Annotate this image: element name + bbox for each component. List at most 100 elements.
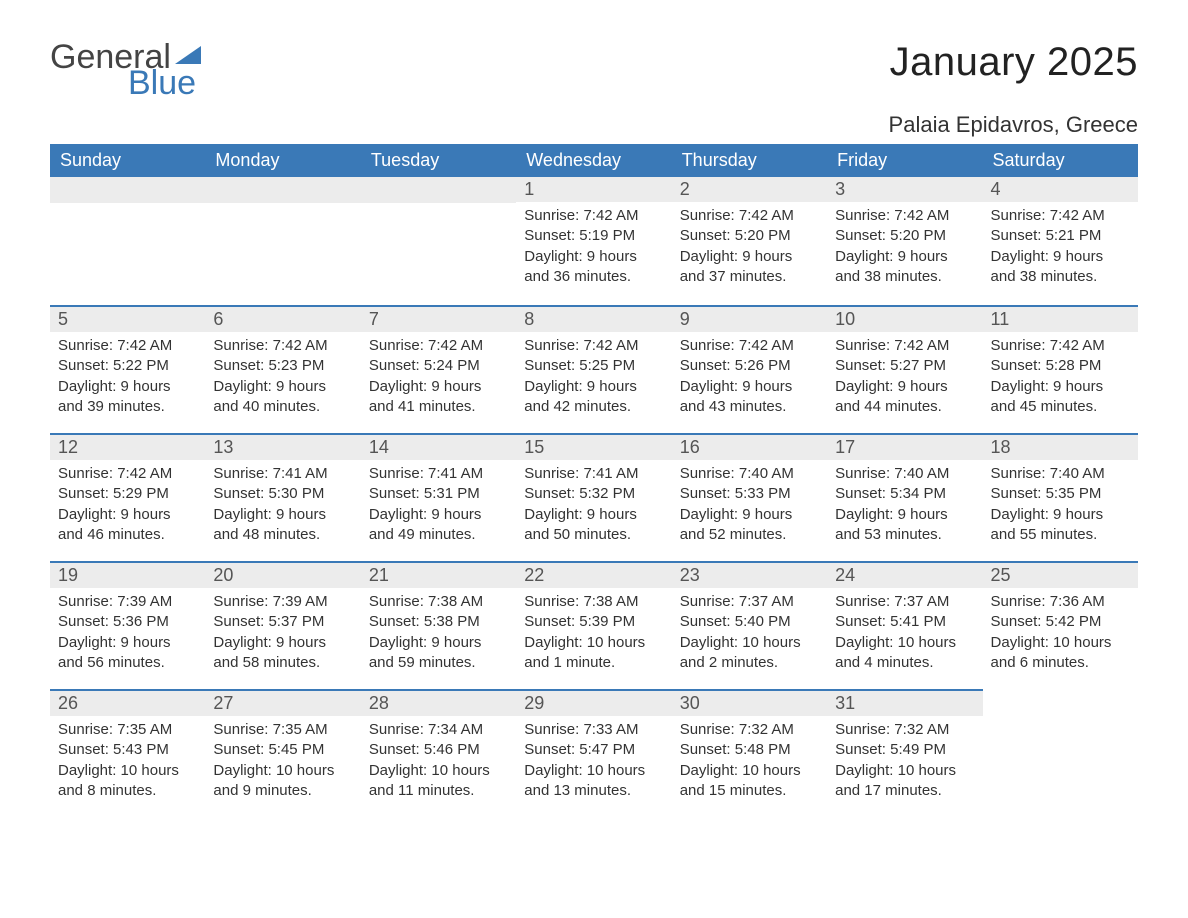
calendar-week-row: 1 Sunrise: 7:42 AM Sunset: 5:19 PM Daylight… [50, 177, 1138, 305]
daylight-line-2: and 9 minutes. [213, 781, 352, 801]
calendar-week-row: 26Sunrise: 7:35 AMSunset: 5:43 PMDayligh… [50, 689, 1138, 817]
sunset-line: Sunset: 5:31 PM [369, 484, 508, 504]
daylight-line-1: Daylight: 9 hours [835, 377, 974, 397]
daylight-line-2: and 40 minutes. [213, 397, 352, 417]
calendar-cell: 2Sunrise: 7:42 AMSunset: 5:20 PMDaylight… [672, 177, 827, 305]
daylight-line-2: and 4 minutes. [835, 653, 974, 673]
daylight-line-1: Daylight: 9 hours [369, 377, 508, 397]
day-number: 10 [827, 305, 982, 332]
daylight-line-2: and 11 minutes. [369, 781, 508, 801]
daylight-line-2: and 55 minutes. [991, 525, 1130, 545]
weekday-header: Monday [205, 144, 360, 177]
day-number-empty [983, 689, 1138, 715]
sunset-line: Sunset: 5:39 PM [524, 612, 663, 632]
daylight-line-2: and 42 minutes. [524, 397, 663, 417]
day-details: Sunrise: 7:37 AMSunset: 5:41 PMDaylight:… [827, 588, 982, 679]
calendar-cell: 4Sunrise: 7:42 AMSunset: 5:21 PMDaylight… [983, 177, 1138, 305]
daylight-line-1: Daylight: 9 hours [524, 505, 663, 525]
sunrise-line: Sunrise: 7:42 AM [680, 206, 819, 226]
weekday-header: Sunday [50, 144, 205, 177]
daylight-line-2: and 1 minute. [524, 653, 663, 673]
sunrise-line: Sunrise: 7:42 AM [524, 336, 663, 356]
calendar-week-row: 19Sunrise: 7:39 AMSunset: 5:36 PMDayligh… [50, 561, 1138, 689]
daylight-line-1: Daylight: 10 hours [991, 633, 1130, 653]
calendar-week-row: 12Sunrise: 7:42 AMSunset: 5:29 PMDayligh… [50, 433, 1138, 561]
day-number: 13 [205, 433, 360, 460]
calendar-cell: 12Sunrise: 7:42 AMSunset: 5:29 PMDayligh… [50, 433, 205, 561]
daylight-line-1: Daylight: 9 hours [524, 377, 663, 397]
daylight-line-1: Daylight: 9 hours [58, 505, 197, 525]
weekday-header: Thursday [672, 144, 827, 177]
day-details: Sunrise: 7:42 AMSunset: 5:27 PMDaylight:… [827, 332, 982, 423]
sunset-line: Sunset: 5:49 PM [835, 740, 974, 760]
day-number-empty [361, 177, 516, 203]
calendar-cell: 15Sunrise: 7:41 AMSunset: 5:32 PMDayligh… [516, 433, 671, 561]
day-number: 12 [50, 433, 205, 460]
daylight-line-2: and 50 minutes. [524, 525, 663, 545]
sunrise-line: Sunrise: 7:41 AM [524, 464, 663, 484]
calendar-cell [50, 177, 205, 305]
day-number: 9 [672, 305, 827, 332]
calendar-cell: 7Sunrise: 7:42 AMSunset: 5:24 PMDaylight… [361, 305, 516, 433]
calendar-table: Sunday Monday Tuesday Wednesday Thursday… [50, 144, 1138, 817]
sunrise-line: Sunrise: 7:41 AM [369, 464, 508, 484]
daylight-line-1: Daylight: 9 hours [991, 247, 1130, 267]
day-number: 28 [361, 689, 516, 716]
daylight-line-1: Daylight: 9 hours [213, 505, 352, 525]
sunset-line: Sunset: 5:41 PM [835, 612, 974, 632]
day-details: Sunrise: 7:42 AMSunset: 5:29 PMDaylight:… [50, 460, 205, 551]
sunrise-line: Sunrise: 7:33 AM [524, 720, 663, 740]
sunrise-line: Sunrise: 7:39 AM [213, 592, 352, 612]
sunrise-line: Sunrise: 7:42 AM [991, 336, 1130, 356]
calendar-cell: 8Sunrise: 7:42 AMSunset: 5:25 PMDaylight… [516, 305, 671, 433]
sunset-line: Sunset: 5:45 PM [213, 740, 352, 760]
day-number: 17 [827, 433, 982, 460]
calendar-cell: 10Sunrise: 7:42 AMSunset: 5:27 PMDayligh… [827, 305, 982, 433]
logo-triangle-icon [175, 46, 201, 64]
day-number: 25 [983, 561, 1138, 588]
sunset-line: Sunset: 5:19 PM [524, 226, 663, 246]
daylight-line-2: and 44 minutes. [835, 397, 974, 417]
daylight-line-1: Daylight: 10 hours [835, 761, 974, 781]
sunset-line: Sunset: 5:34 PM [835, 484, 974, 504]
daylight-line-2: and 17 minutes. [835, 781, 974, 801]
daylight-line-2: and 56 minutes. [58, 653, 197, 673]
daylight-line-1: Daylight: 10 hours [835, 633, 974, 653]
daylight-line-2: and 59 minutes. [369, 653, 508, 673]
sunset-line: Sunset: 5:25 PM [524, 356, 663, 376]
sunrise-line: Sunrise: 7:39 AM [58, 592, 197, 612]
day-number: 27 [205, 689, 360, 716]
day-number: 15 [516, 433, 671, 460]
calendar-cell: 6Sunrise: 7:42 AMSunset: 5:23 PMDaylight… [205, 305, 360, 433]
daylight-line-2: and 43 minutes. [680, 397, 819, 417]
calendar-cell [205, 177, 360, 305]
calendar-cell: 29Sunrise: 7:33 AMSunset: 5:47 PMDayligh… [516, 689, 671, 817]
weekday-header: Friday [827, 144, 982, 177]
sunset-line: Sunset: 5:35 PM [991, 484, 1130, 504]
day-details: Sunrise: 7:39 AMSunset: 5:37 PMDaylight:… [205, 588, 360, 679]
calendar-cell: 26Sunrise: 7:35 AMSunset: 5:43 PMDayligh… [50, 689, 205, 817]
sunrise-line: Sunrise: 7:38 AM [524, 592, 663, 612]
daylight-line-2: and 8 minutes. [58, 781, 197, 801]
sunrise-line: Sunrise: 7:40 AM [835, 464, 974, 484]
daylight-line-2: and 38 minutes. [835, 267, 974, 287]
sunrise-line: Sunrise: 7:34 AM [369, 720, 508, 740]
day-details: Sunrise: 7:32 AMSunset: 5:48 PMDaylight:… [672, 716, 827, 807]
calendar-cell: 19Sunrise: 7:39 AMSunset: 5:36 PMDayligh… [50, 561, 205, 689]
sunrise-line: Sunrise: 7:41 AM [213, 464, 352, 484]
sunrise-line: Sunrise: 7:38 AM [369, 592, 508, 612]
daylight-line-1: Daylight: 9 hours [213, 377, 352, 397]
day-number: 1 [516, 177, 671, 202]
day-number-empty [50, 177, 205, 203]
sunset-line: Sunset: 5:20 PM [835, 226, 974, 246]
calendar-cell: 27Sunrise: 7:35 AMSunset: 5:45 PMDayligh… [205, 689, 360, 817]
day-number: 22 [516, 561, 671, 588]
weekday-header: Tuesday [361, 144, 516, 177]
weekday-header: Saturday [983, 144, 1138, 177]
sunrise-line: Sunrise: 7:42 AM [835, 336, 974, 356]
sunrise-line: Sunrise: 7:42 AM [58, 336, 197, 356]
sunrise-line: Sunrise: 7:42 AM [213, 336, 352, 356]
day-details: Sunrise: 7:42 AMSunset: 5:20 PMDaylight:… [827, 202, 982, 293]
day-number: 7 [361, 305, 516, 332]
sunset-line: Sunset: 5:28 PM [991, 356, 1130, 376]
